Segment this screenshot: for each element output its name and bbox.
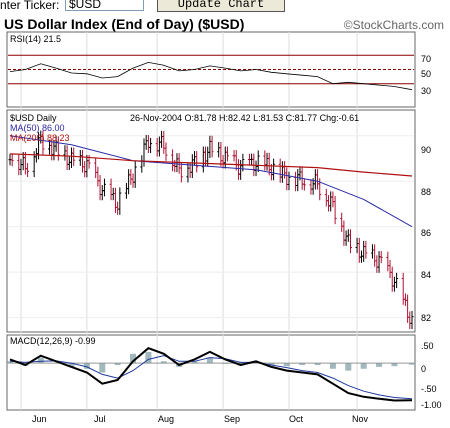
- month-jul: Jul: [94, 414, 106, 424]
- price-bar: [10, 154, 14, 167]
- price-bar: [348, 229, 352, 254]
- macd-histogram-bar: [145, 351, 152, 364]
- month-sep: Sep: [224, 414, 240, 424]
- rsi-level-50: 50: [421, 69, 431, 79]
- price-tick-88: 88: [421, 187, 431, 197]
- symbol-label: $USD Daily: [10, 113, 57, 123]
- price-tick-84: 84: [421, 270, 431, 280]
- price-bar: [179, 162, 183, 183]
- macd-histogram-bar: [206, 357, 213, 364]
- macd-histogram-bar: [99, 363, 106, 373]
- macd-line: [9, 347, 413, 402]
- macd-histogram-bar: [409, 363, 415, 365]
- ma200-label: MA(200) 88.23: [10, 133, 70, 143]
- macd-tick-neg050: -.50: [421, 384, 437, 394]
- price-panel: [6, 109, 416, 333]
- macd-histogram-bar: [268, 363, 275, 366]
- price-bar: [26, 163, 30, 178]
- macd-histogram-bar: [83, 363, 90, 369]
- price-bar: [149, 137, 153, 154]
- price-bar: [410, 310, 414, 330]
- price-bar: [395, 272, 399, 289]
- price-bar: [102, 178, 106, 197]
- macd-signal-line: [9, 355, 413, 400]
- price-bar: [272, 158, 276, 181]
- price-bar: [364, 240, 368, 259]
- month-nov: Nov: [352, 414, 369, 424]
- price-bar: [118, 187, 122, 215]
- ticker-bar: nter Ticker: Update Chart: [0, 0, 450, 14]
- month-aug: Aug: [158, 414, 174, 424]
- ma50-line: [9, 135, 413, 228]
- price-bar: [379, 251, 383, 264]
- macd-panel: [6, 334, 416, 411]
- brand-watermark: ©StockCharts.com: [343, 18, 444, 32]
- macd-histogram-bar: [283, 363, 290, 367]
- macd-histogram-bar: [130, 353, 137, 364]
- macd-histogram-bar: [360, 363, 367, 369]
- macd-histogram-bar: [345, 363, 352, 371]
- rsi-label: RSI(14) 21.5: [10, 34, 61, 44]
- month-jun: Jun: [32, 414, 47, 424]
- price-tick-82: 82: [421, 313, 431, 323]
- price-bar: [210, 135, 214, 158]
- rsi-level-70: 70: [421, 54, 431, 64]
- macd-histogram-bar: [329, 363, 336, 369]
- price-bar: [164, 142, 168, 161]
- update-chart-button[interactable]: Update Chart: [157, 0, 285, 12]
- macd-histogram-bar: [391, 363, 398, 367]
- price-tick-90: 90: [421, 145, 431, 155]
- macd-histogram-bar: [68, 363, 75, 367]
- macd-histogram-bar: [114, 363, 121, 366]
- price-tick-86: 86: [421, 228, 431, 238]
- ticker-label: nter Ticker:: [0, 0, 60, 12]
- macd-tick-0: 0: [421, 364, 426, 374]
- ohlc-label: 26-Nov-2004 O:81.78 H:82.42 L:81.53 C:81…: [130, 113, 359, 123]
- macd-histogram-bar: [191, 361, 198, 364]
- price-bar: [56, 136, 60, 161]
- macd-tick-050: .50: [421, 341, 434, 351]
- macd-histogram-bar: [37, 357, 44, 364]
- price-bar: [302, 178, 306, 191]
- macd-histogram-bar: [7, 361, 13, 364]
- chart-title: US Dollar Index (End of Day) ($USD): [4, 16, 245, 32]
- price-bar: [133, 161, 137, 188]
- rsi-line: [9, 61, 413, 91]
- price-bar: [41, 130, 45, 155]
- price-bar: [256, 150, 260, 172]
- ma50-label: MA(50) 86.00: [10, 123, 65, 133]
- macd-tick-neg100: -1.00: [421, 400, 442, 410]
- macd-histogram-bar: [376, 363, 383, 367]
- month-oct: Oct: [289, 414, 304, 424]
- price-bar: [195, 151, 199, 173]
- ma200-line: [9, 153, 413, 177]
- price-bar: [225, 146, 229, 162]
- macd-histogram-bar: [314, 363, 321, 366]
- macd-label: MACD(12,26,9) -0.99: [10, 336, 96, 346]
- price-bar: [287, 171, 291, 191]
- rsi-level-30: 30: [421, 86, 431, 96]
- price-bar: [333, 195, 337, 225]
- ticker-input[interactable]: [65, 0, 144, 11]
- macd-histogram-bar: [299, 363, 306, 366]
- macd-histogram-bar: [222, 363, 229, 364]
- macd-histogram-bar: [160, 361, 167, 364]
